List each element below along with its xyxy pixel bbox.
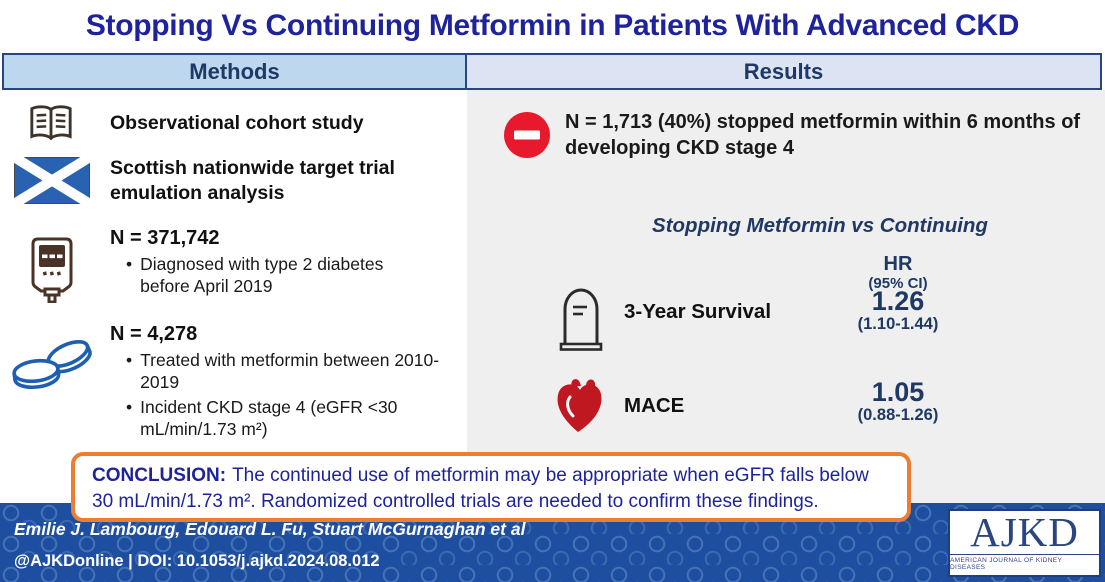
footer-band: Emilie J. Lambourg, Edouard L. Fu, Stuar… <box>0 503 1105 582</box>
hr-value-survival: 1.26 (1.10-1.44) <box>828 287 968 334</box>
method-item-cohort: N = 371,742 Diagnosed with type 2 diabet… <box>110 227 460 298</box>
method-item-study-design: Observational cohort study <box>110 112 364 134</box>
scotland-flag-icon <box>11 152 93 209</box>
tombstone-icon <box>556 282 606 357</box>
outcome-label-survival: 3-Year Survival <box>624 300 772 323</box>
doi-line: @AJKDonline | DOI: 10.1053/j.ajkd.2024.0… <box>14 552 380 570</box>
stop-icon <box>502 110 552 165</box>
hr-label: HR <box>883 253 913 275</box>
conclusion-label: CONCLUSION: <box>92 465 227 486</box>
list-item: Treated with metformin between 2010-2019 <box>110 349 465 394</box>
list-item: Diagnosed with type 2 diabetes before Ap… <box>110 253 460 298</box>
hr-number: 1.05 <box>871 377 925 407</box>
page-title: Stopping Vs Continuing Metformin in Pati… <box>85 9 1020 42</box>
open-book-icon <box>28 102 74 149</box>
method-item-metformin-cohort: N = 4,278 Treated with metformin between… <box>110 323 465 441</box>
ajkd-logo: AJKD AMERICAN JOURNAL OF KIDNEY DISEASES <box>948 509 1101 577</box>
hr-column-header: HR (95% CI) <box>828 253 968 292</box>
hr-ci: (0.88-1.26) <box>857 406 939 425</box>
hr-ci: (1.10-1.44) <box>857 315 939 334</box>
ajkd-logo-subtitle: AMERICAN JOURNAL OF KIDNEY DISEASES <box>950 554 1099 571</box>
heart-icon <box>548 376 612 443</box>
metformin-n-label: N = 4,278 <box>110 323 198 345</box>
stopped-metformin-note: N = 1,713 (40%) stopped metformin within… <box>565 111 1081 159</box>
conclusion-text: The continued use of metformin may be ap… <box>92 465 869 513</box>
glucometer-icon <box>30 237 74 308</box>
ci-label: (95% CI) <box>868 275 928 292</box>
comparison-title: Stopping Metformin vs Continuing <box>652 214 988 237</box>
authors-line: Emilie J. Lambourg, Edouard L. Fu, Stuar… <box>14 519 526 539</box>
ajkd-logo-acronym: AJKD <box>970 508 1079 555</box>
conclusion-box: CONCLUSION: The continued use of metformi… <box>71 452 911 522</box>
cohort-n-label: N = 371,742 <box>110 227 220 249</box>
hr-number: 1.26 <box>871 286 925 316</box>
method-item-setting: Scottish nationwide target trial emulati… <box>110 157 395 204</box>
methods-header: Methods <box>4 55 467 88</box>
pills-icon <box>10 336 98 395</box>
section-header-band: Methods Results <box>2 53 1102 90</box>
hr-value-mace: 1.05 (0.88-1.26) <box>828 378 968 425</box>
outcome-label-mace: MACE <box>624 394 685 417</box>
list-item: Incident CKD stage 4 (eGFR <30 mL/min/1.… <box>110 396 465 441</box>
results-header: Results <box>467 55 1100 88</box>
